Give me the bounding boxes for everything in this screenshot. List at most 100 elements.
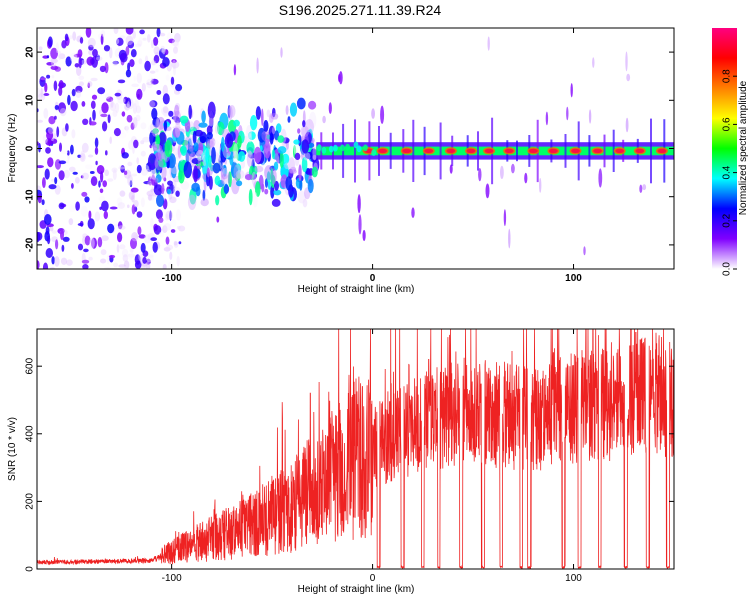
noise-blob [134,99,139,108]
noise-blob [102,180,107,188]
noise-blob [96,165,105,175]
broadband-blob [174,110,182,125]
broadband-blob [166,157,170,169]
noise-blob [81,191,88,197]
noise-blob [152,241,158,253]
broadband-blob [171,165,177,179]
noise-blob [82,264,89,269]
noise-blob [113,262,119,268]
faint-speck [539,178,542,193]
noise-blob [160,45,166,53]
tone-spike [412,119,415,182]
noise-blob [113,223,118,228]
noise-blob [77,154,82,158]
noise-blob [71,234,76,240]
broadband-blob [147,153,157,171]
noise-blob [63,169,71,179]
broadband-blob [233,164,241,180]
noise-blob [127,204,130,209]
broadband-blob [154,157,159,169]
noise-blob [165,214,169,221]
broadband-blob [255,106,261,120]
noise-blob [58,102,66,114]
spectrogram-x-tick-label: 100 [565,273,582,284]
tone-peak [593,148,602,154]
noise-blob [143,181,151,185]
noise-blob [78,56,82,69]
noise-blob [79,153,86,162]
noise-blob [109,87,113,97]
noise-blob [60,150,69,154]
noise-blob [67,94,71,106]
broadband-blob [244,174,253,181]
noise-blob [158,231,164,238]
noise-blob [129,59,135,68]
noise-blob [148,73,153,85]
noise-blob [83,248,89,253]
noise-blob [46,74,51,79]
faint-speck [508,228,511,249]
noise-blob [146,255,154,263]
snr-x-ticks: -100 0 100 [162,329,582,584]
noise-blob [172,147,180,156]
broadband-blob [251,171,257,186]
noise-blob [138,37,143,43]
noise-blob [111,167,118,173]
noise-blob [168,38,175,44]
noise-blob [169,196,177,204]
noise-blob [122,254,129,262]
noise-blob [132,117,138,129]
noise-blob [120,129,125,135]
broadband-blob [265,139,269,146]
noise-blob [136,72,142,84]
broadband-blob [288,169,297,174]
tone-spike [564,134,567,168]
noise-blob [51,75,55,79]
broadband-blob [261,130,270,142]
broadband-blob [297,128,301,134]
faint-speck [203,174,207,193]
noise-blob [78,81,84,87]
noise-blob [173,87,176,91]
noise-blob [173,241,179,248]
tone-onset-dot [316,144,322,152]
faint-speck [598,168,603,188]
broadband-blob [237,135,242,149]
tone-onset-dot [356,145,362,153]
noise-blob [136,88,143,100]
noise-blob [125,124,129,134]
noise-blob [142,37,147,41]
noise-blob [94,211,101,222]
faint-speck [411,207,415,218]
noise-blob [118,132,127,139]
broadband-blob [208,175,213,190]
broadband-blob [270,168,274,186]
noise-blob [90,100,96,110]
broadband-blob [223,183,229,195]
snr-series-line [37,329,674,569]
faint-speck [625,117,629,133]
broadband-blob [302,120,306,128]
noise-blob [117,221,123,230]
snr-y-tick-label: 200 [25,493,36,510]
noise-blob [126,101,130,111]
noise-blob [174,43,180,49]
noise-blob [142,256,147,264]
noise-blob [132,103,138,114]
noise-blob [172,179,177,190]
noise-blob [100,171,104,183]
noise-blob [89,237,95,249]
noise-blob [150,78,159,85]
noise-blob [176,225,181,230]
faint-speck [642,184,647,191]
noise-blob [42,262,49,269]
faint-speck [485,183,490,199]
noise-blob [46,55,50,59]
broadband-blob [167,153,176,169]
broadband-blob [220,165,225,178]
tone-peak [484,148,494,154]
snr-y-tick-label: 0 [25,566,36,572]
noise-blob [53,80,58,92]
noise-blob [147,194,153,201]
noise-blob [65,56,72,67]
